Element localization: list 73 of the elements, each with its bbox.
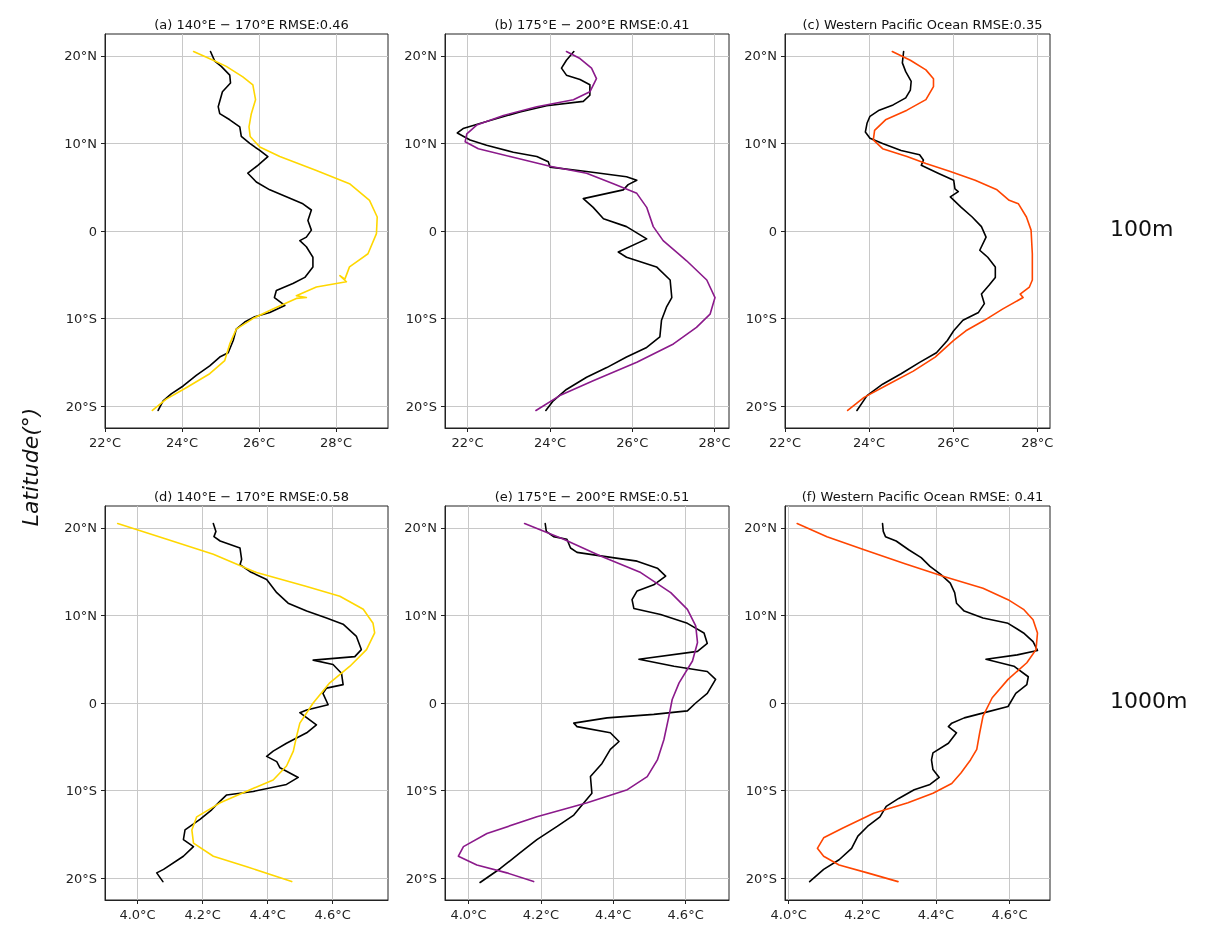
x-tick-label: 4.2°C (184, 907, 221, 922)
y-tick-label: 10°S (65, 311, 97, 327)
x-tick-label: 4.4°C (595, 907, 632, 922)
chart-title: (c) Western Pacific Ocean RMSE:0.35 (802, 17, 1043, 32)
y-tick-label: 20°N (404, 48, 437, 64)
y-axis-title: Latitude(°) (17, 407, 43, 527)
y-tick-label: 20°N (64, 520, 97, 536)
line-series (151, 50, 379, 412)
line-series (846, 50, 1034, 412)
x-tick-label: 4.2°C (844, 907, 881, 922)
x-tick-label: 26°C (242, 435, 276, 450)
y-tick-label: 10°S (405, 783, 437, 799)
line-series (157, 50, 314, 412)
y-tick-label: 10°N (744, 607, 777, 623)
line-series (116, 522, 376, 883)
x-tick-label: 22°C (88, 435, 122, 450)
x-tick-label: 22°C (451, 435, 484, 450)
y-tick-label: 0 (428, 223, 437, 239)
y-tick-label: 10°S (745, 311, 777, 327)
line-series (479, 522, 717, 884)
x-tick-label: 4.0°C (450, 907, 487, 922)
y-tick-label: 20°N (404, 520, 437, 536)
x-tick-label: 4.0°C (770, 907, 807, 922)
chart-title: (a) 140°E − 170°E RMSE:0.46 (154, 17, 349, 32)
x-tick-label: 22°C (768, 435, 802, 450)
x-tick-label: 28°C (698, 435, 731, 450)
x-tick-label: 26°C (937, 435, 970, 450)
x-tick-label: 28°C (1021, 435, 1054, 450)
chart-title: (d) 140°E − 170°E RMSE:0.58 (154, 489, 349, 504)
x-tick-label: 4.4°C (917, 907, 955, 922)
y-tick-label: 0 (88, 695, 97, 711)
x-tick-label: 26°C (616, 435, 649, 450)
line-series (464, 50, 716, 412)
x-tick-label: 4.0°C (119, 907, 156, 922)
y-tick-label: 10°N (404, 607, 437, 623)
y-tick-label: 20°S (65, 870, 97, 886)
line-series (457, 522, 699, 883)
y-tick-label: 20°S (745, 870, 777, 886)
y-tick-label: 10°N (64, 607, 97, 623)
x-tick-label: 4.2°C (522, 907, 560, 922)
y-tick-label: 20°S (405, 398, 437, 414)
x-tick-label: 4.6°C (991, 907, 1028, 922)
line-series (456, 50, 673, 412)
y-tick-label: 20°N (744, 520, 777, 536)
y-tick-label: 10°S (65, 783, 97, 799)
chart-title: (b) 175°E − 200°E RMSE:0.41 (494, 17, 690, 32)
y-tick-label: 20°S (405, 870, 437, 886)
y-tick-label: 20°N (64, 48, 97, 64)
line-series (856, 50, 997, 412)
y-tick-label: 0 (428, 695, 437, 711)
y-tick-label: 10°S (745, 783, 777, 799)
chart-title: (e) 175°E − 200°E RMSE:0.51 (494, 489, 690, 504)
x-tick-label: 4.6°C (314, 907, 351, 922)
line-series (155, 522, 363, 883)
x-tick-label: 4.6°C (667, 907, 704, 922)
y-tick-label: 0 (88, 223, 97, 239)
y-tick-label: 10°S (405, 311, 437, 327)
x-tick-label: 24°C (853, 435, 886, 450)
x-tick-label: 24°C (533, 435, 567, 450)
x-tick-label: 24°C (165, 435, 199, 450)
y-tick-label: 0 (768, 695, 777, 711)
text: 1000m (1110, 687, 1188, 713)
x-tick-label: 28°C (319, 435, 353, 450)
y-tick-label: 20°S (745, 398, 777, 414)
y-tick-label: 20°S (65, 398, 97, 414)
y-tick-label: 0 (768, 223, 777, 239)
y-tick-label: 20°N (744, 48, 777, 64)
x-tick-label: 4.4°C (249, 907, 286, 922)
chart-title: (f) Western Pacific Ocean RMSE: 0.41 (801, 489, 1044, 504)
y-tick-label: 10°N (744, 135, 777, 151)
y-tick-label: 10°N (64, 135, 97, 151)
text: 100m (1110, 215, 1174, 241)
y-tick-label: 10°N (404, 135, 437, 151)
